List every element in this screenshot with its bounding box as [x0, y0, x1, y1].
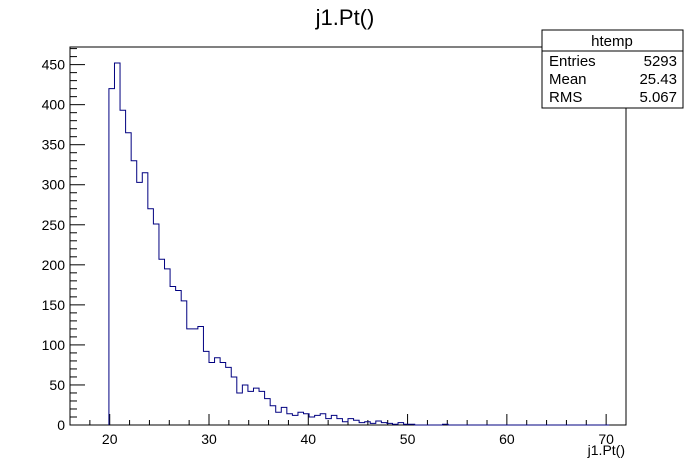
stats-value-entries: 5293	[644, 53, 677, 70]
x-tick-label: 20	[102, 431, 118, 447]
stats-label-mean: Mean	[549, 71, 587, 88]
x-axis-title: j1.Pt()	[587, 442, 625, 458]
x-tick-label: 70	[598, 431, 614, 447]
tick-labels: 20 30 40 50 60 70 0 50 100 150 200 250 300 350 400 450	[42, 57, 614, 447]
y-tick-label: 250	[42, 217, 66, 233]
x-tick-label: 40	[300, 431, 316, 447]
y-tick-label: 100	[42, 337, 66, 353]
histogram-line	[108, 62, 610, 426]
y-tick-label: 150	[42, 297, 66, 313]
x-tick-label: 60	[499, 431, 515, 447]
y-tick-label: 450	[42, 57, 66, 73]
stats-label-entries: Entries	[549, 53, 596, 70]
chart-title: j1.Pt()	[315, 5, 375, 30]
stats-label-rms: RMS	[549, 89, 582, 106]
stats-value-mean: 25.43	[639, 71, 677, 88]
y-tick-label: 350	[42, 137, 66, 153]
y-tick-label: 50	[49, 377, 65, 393]
stats-value-rms: 5.067	[639, 89, 677, 106]
y-tick-label: 0	[57, 417, 65, 433]
y-tick-label: 400	[42, 97, 66, 113]
x-tick-label: 50	[400, 431, 416, 447]
stats-box: htemp Entries 5293 Mean 25.43 RMS 5.067	[541, 29, 684, 109]
x-tick-label: 30	[201, 431, 217, 447]
y-tick-label: 200	[42, 257, 66, 273]
y-tick-label: 300	[42, 177, 66, 193]
axis-ticks	[69, 48, 627, 426]
stats-box-title: htemp	[591, 33, 633, 50]
stats-box-frame	[541, 29, 684, 109]
